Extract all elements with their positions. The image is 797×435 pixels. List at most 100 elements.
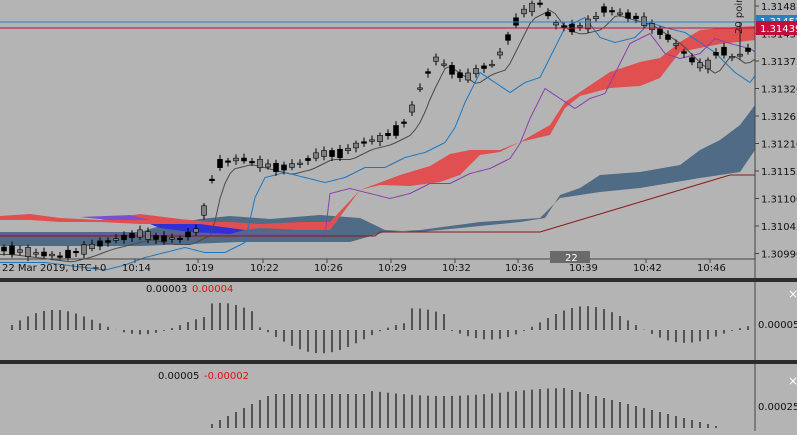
time-tick-label: 10:36	[505, 263, 534, 274]
indicator-pane-2[interactable]: 0.00005 -0.00002 0.00025 ×	[158, 371, 797, 428]
candle	[673, 39, 679, 50]
candle	[225, 157, 231, 167]
candle	[545, 8, 551, 20]
main-price-plot[interactable]	[0, 0, 756, 271]
price-tick-label: 1.31485	[761, 2, 797, 13]
spread-label: 20 point	[734, 0, 745, 34]
candle	[681, 48, 687, 58]
candle	[721, 42, 727, 59]
candle	[289, 159, 295, 171]
candle	[393, 121, 399, 139]
candlestick-series	[1, 0, 751, 262]
cloud-purple-band	[80, 215, 150, 220]
cursor-time-badge-text: 22	[565, 253, 578, 264]
candle	[329, 147, 335, 162]
candle	[297, 159, 303, 168]
pane-separator-1[interactable]	[0, 278, 797, 282]
candle	[41, 247, 47, 260]
candle	[25, 244, 31, 262]
candle	[17, 245, 23, 256]
time-tick-label: 10:14	[122, 263, 151, 274]
candle	[409, 101, 415, 117]
candle	[161, 231, 167, 245]
price-tick-label: 1.31265	[761, 112, 797, 123]
candle	[521, 5, 527, 18]
candle	[345, 144, 351, 155]
candle	[369, 135, 375, 145]
candle	[337, 144, 343, 162]
pane-separator-2[interactable]	[0, 360, 797, 364]
time-tick-label: 10:32	[442, 263, 471, 274]
candle	[305, 155, 311, 165]
candle	[473, 64, 479, 78]
candle	[529, 0, 535, 17]
candle	[97, 237, 103, 251]
kijun-line	[0, 16, 756, 271]
candle	[177, 235, 183, 244]
time-tick-label: 10:19	[185, 263, 214, 274]
candle	[537, 0, 543, 8]
candle	[169, 233, 175, 243]
candle	[689, 53, 695, 66]
price-tick-label: 1.31320	[761, 85, 797, 96]
candle	[425, 68, 431, 78]
indicator2-close-icon[interactable]: ×	[788, 374, 797, 388]
indicator2-value-a: 0.00005	[158, 371, 199, 382]
price-axis[interactable]: 1.314851.314301.313751.313201.312651.312…	[754, 0, 797, 431]
time-tick-label: 10:22	[250, 263, 279, 274]
candle	[465, 68, 471, 83]
candle	[249, 158, 255, 166]
candle	[81, 241, 87, 259]
candle	[209, 175, 215, 184]
candle	[217, 154, 223, 171]
candle	[1, 244, 7, 256]
time-tick-label: 10:46	[697, 263, 726, 274]
candle	[273, 159, 279, 176]
price-tick-label: 1.31210	[761, 140, 797, 151]
candle	[593, 11, 599, 22]
price-tick-label: 1.31100	[761, 195, 797, 206]
cursor-time-badge	[550, 251, 590, 263]
indicator-pane-1[interactable]: 0.00003 0.00004 0.00005 ×	[4, 284, 797, 354]
candle	[353, 140, 359, 153]
time-axis[interactable]: 22 Mar 2019, UTC+0 10:14 10:19 10:22 10:26 1…	[0, 251, 755, 274]
indicator1-value-a: 0.00003	[146, 284, 187, 295]
candle	[65, 245, 71, 261]
time-tick-label: 10:42	[633, 263, 662, 274]
time-tick-label: 10:26	[314, 263, 343, 274]
time-tick-label: 10:29	[378, 263, 407, 274]
price-tick-label: 1.31155	[761, 167, 797, 178]
indicator1-close-icon[interactable]: ×	[788, 287, 797, 301]
candle	[377, 132, 383, 147]
candle	[665, 30, 671, 43]
candle	[489, 59, 495, 68]
candle	[201, 203, 207, 220]
price-tick-label: 1.30990	[761, 250, 797, 261]
time-axis-date-label: 22 Mar 2019, UTC+0	[2, 263, 106, 274]
indicator2-axis-tick: 0.00025	[758, 402, 797, 413]
candle	[153, 232, 159, 244]
candle	[121, 231, 127, 244]
candle	[137, 225, 143, 241]
candle	[105, 237, 111, 247]
bid-price-tag	[756, 21, 797, 35]
bid-price-tag-text: 1.31439	[760, 24, 797, 35]
candle	[609, 6, 615, 16]
candle	[505, 31, 511, 45]
candle	[193, 224, 199, 236]
candle	[313, 148, 319, 162]
candle	[113, 234, 119, 244]
candle	[361, 137, 367, 147]
candle	[9, 241, 15, 258]
indicator2-value-b: -0.00002	[204, 371, 249, 382]
candle	[481, 62, 487, 73]
candle	[729, 53, 735, 62]
candle	[321, 146, 327, 161]
candle	[641, 12, 647, 29]
candle	[129, 230, 135, 243]
candle	[33, 248, 39, 258]
candle	[497, 48, 503, 59]
candle	[89, 239, 95, 252]
